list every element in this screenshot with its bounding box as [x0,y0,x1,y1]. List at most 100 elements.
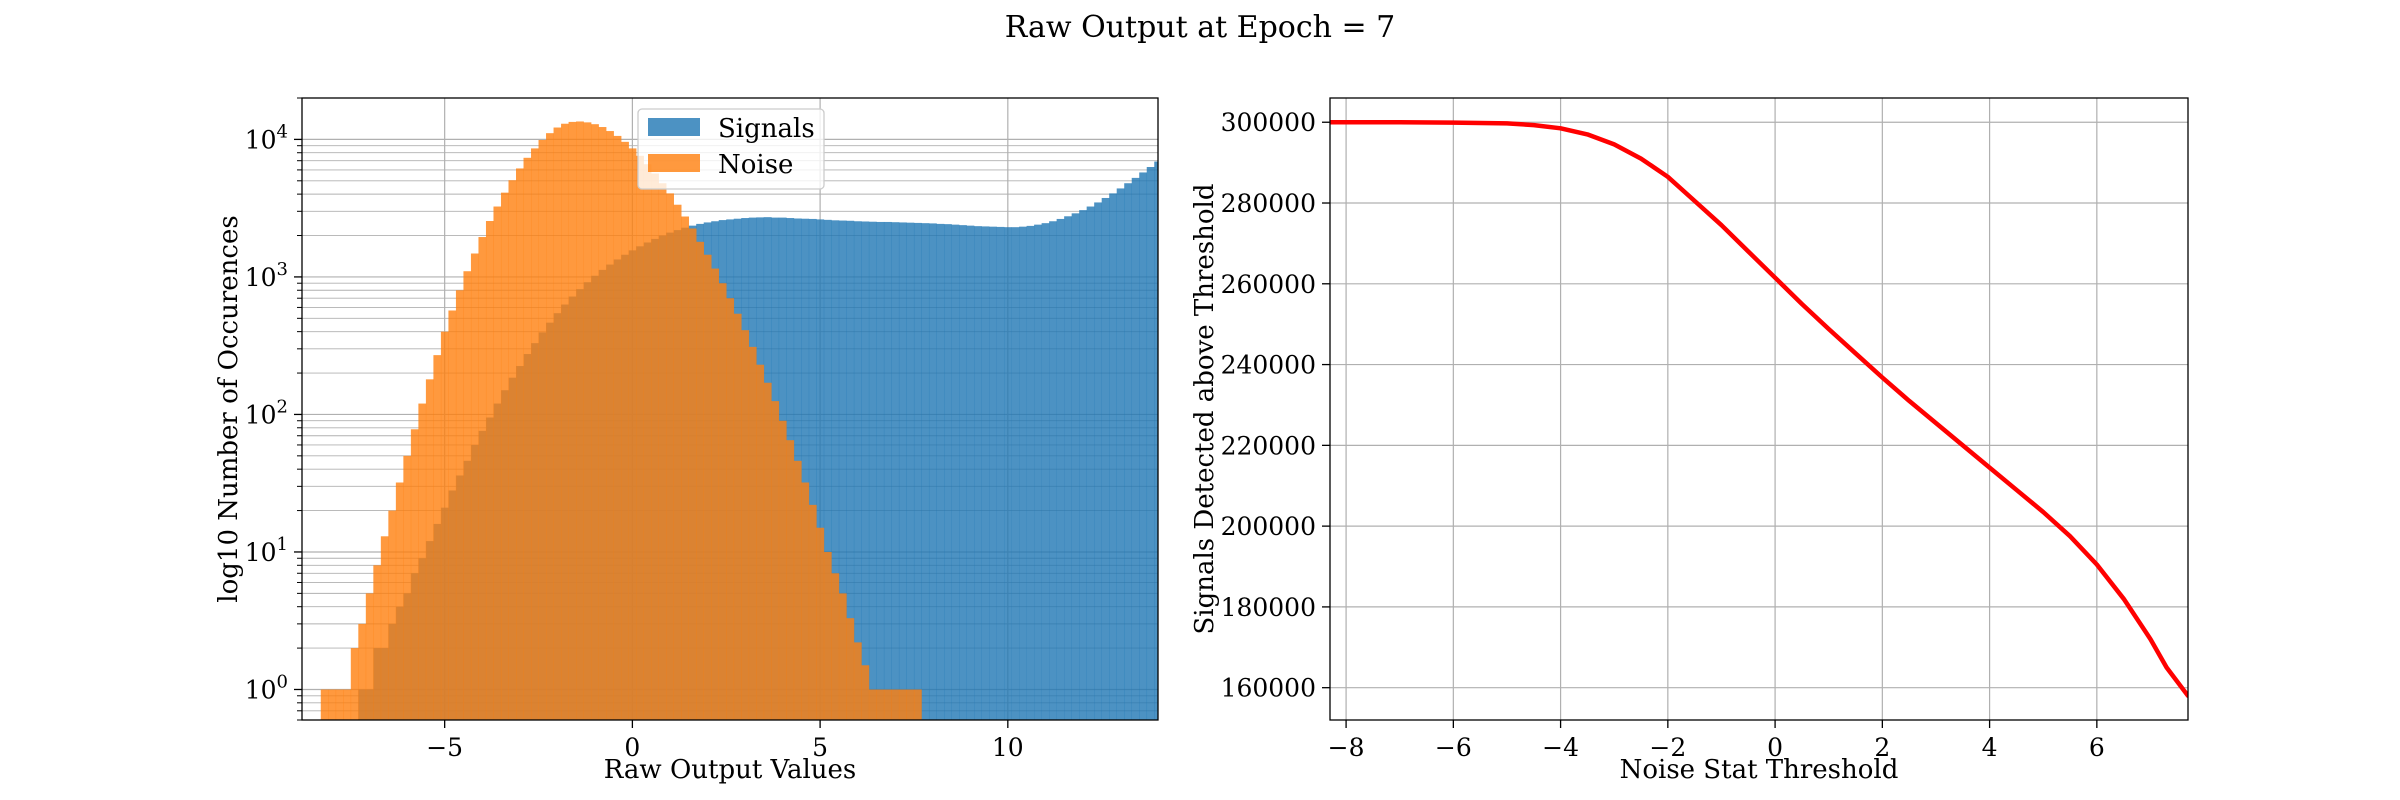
histogram-bar-noise [516,168,524,720]
line-chart-tick-label-x: −6 [1435,733,1472,762]
histogram-bar-signals [891,222,900,720]
histogram-bar-noise [726,298,735,720]
histogram-bar-signals [996,226,1005,720]
histogram-bar-signals [898,222,907,720]
histogram-bar-signals [1004,227,1012,720]
histogram-bar-signals [989,226,997,720]
histogram-bar-noise [373,565,382,720]
histogram-bar-noise [718,283,727,720]
histogram-bar-signals [883,221,892,720]
histogram-bar-noise [591,124,599,720]
line-chart-tick-label-y: 240000 [1221,351,1316,380]
histogram-bar-noise [838,593,847,720]
histogram-bar-signals [1327,445,1335,720]
histogram-bar-noise [823,551,832,720]
histogram-bar-signals [1139,172,1148,720]
histogram-legend: Signals Noise [637,108,825,190]
histogram-bar-noise [403,455,412,720]
histogram-bar-signals [1056,218,1065,720]
line-chart-tick-label-y: 260000 [1221,270,1316,299]
histogram-bar-signals [1109,193,1118,720]
histogram-bar-noise [583,122,592,720]
histogram-bar-noise [320,689,329,720]
histogram-bar-signals [1071,213,1080,720]
histogram-bar-signals [966,225,975,720]
histogram-bar-signals [1334,490,1342,720]
line-chart-tick-label-y: 220000 [1221,431,1316,460]
histogram-bar-noise [831,573,840,720]
histogram-bar-noise [463,271,472,720]
histogram-bar-signals [861,221,870,720]
histogram-bar-noise [335,689,344,720]
threshold-curve [1330,119,2188,699]
histogram-bar-signals [1116,188,1125,720]
histogram-bar-noise [568,121,577,720]
line-chart-tick-label-x: −4 [1542,733,1579,762]
histogram-bar-signals [1177,150,1185,720]
histogram-bar-noise [636,155,644,720]
histogram-bar-noise [658,183,667,720]
histogram-bar-noise [561,123,569,720]
legend-label-noise: Noise [718,150,793,180]
histogram-bar-signals [853,221,862,720]
histogram-bar-signals [868,221,877,720]
histogram-bar-signals [846,220,855,720]
histogram-bar-noise [508,180,517,720]
histogram-bar-noise [913,689,922,720]
histogram-bar-signals [1319,404,1327,720]
histogram-bar-signals [1041,223,1050,720]
histogram-bar-signals [801,218,810,720]
legend-swatch-signals [648,118,700,136]
histogram-bar-noise [358,623,367,720]
line-chart-tick-label-x: 2 [1874,733,1890,762]
histogram-bar-signals [1169,153,1177,720]
histogram-bar-signals [816,219,825,720]
histogram-bar-noise [448,310,457,720]
histogram-bar-noise [786,440,795,720]
line-chart-tick-label-x: 4 [1982,733,1998,762]
histogram-bar-noise [868,689,877,720]
figure-title: Raw Output at Epoch = 7 [1005,10,1396,45]
histogram-bar-signals [1026,225,1035,720]
histogram-bar-signals [1049,221,1057,720]
histogram-bar-signals [1282,240,1290,720]
histogram-bar-noise [793,460,802,720]
histogram-bar-signals [936,223,945,720]
histogram-bar-noise [763,382,772,720]
histogram-bar-noise [546,133,554,720]
histogram-bar-signals [951,224,960,720]
histogram-bar-signals [1154,161,1158,720]
histogram-bar-noise [606,131,614,720]
histogram-bar-signals [974,226,982,720]
line-chart-tick-label-y: 180000 [1221,593,1316,622]
histogram-bar-signals [928,223,937,720]
histogram-bar-noise [898,689,907,720]
histogram-bar-noise [493,206,502,720]
histogram-bar-noise [613,135,622,720]
histogram-bar-noise [478,237,487,720]
line-chart-tick-label-x: −2 [1649,733,1686,762]
histogram-bar-noise [703,254,712,720]
histogram-bar-noise [500,192,509,720]
histogram-bar-noise [801,482,810,720]
line-chart-tick-label-y: 300000 [1221,108,1316,137]
histogram-bar-noise [816,527,825,720]
histogram-bar-noise [576,121,584,720]
histogram-bar-noise [741,330,750,720]
histogram-bar-signals [1289,266,1297,720]
histogram-bar-signals [1019,226,1027,720]
histogram-tick-label-x: −5 [426,733,463,762]
histogram-bar-noise [778,420,787,720]
histogram-bar-noise [651,173,659,720]
histogram-tick-label-x: 10 [992,733,1024,762]
histogram-bar-noise [861,665,870,720]
threshold-line-chart: −8 −6 −4 −2 0 2 4 6 160000 180000 200000 220000 2400… [1190,97,2189,785]
histogram-bar-signals [1064,216,1072,720]
histogram-bar-signals [1312,365,1320,720]
histogram-frame [301,97,1159,721]
histogram-bar-signals [1101,197,1110,720]
histogram-tick-label-y: 104 [245,121,288,154]
histogram-bar-signals [808,218,817,720]
histogram-bar-signals [823,219,832,720]
histogram-bar-signals [876,221,885,720]
